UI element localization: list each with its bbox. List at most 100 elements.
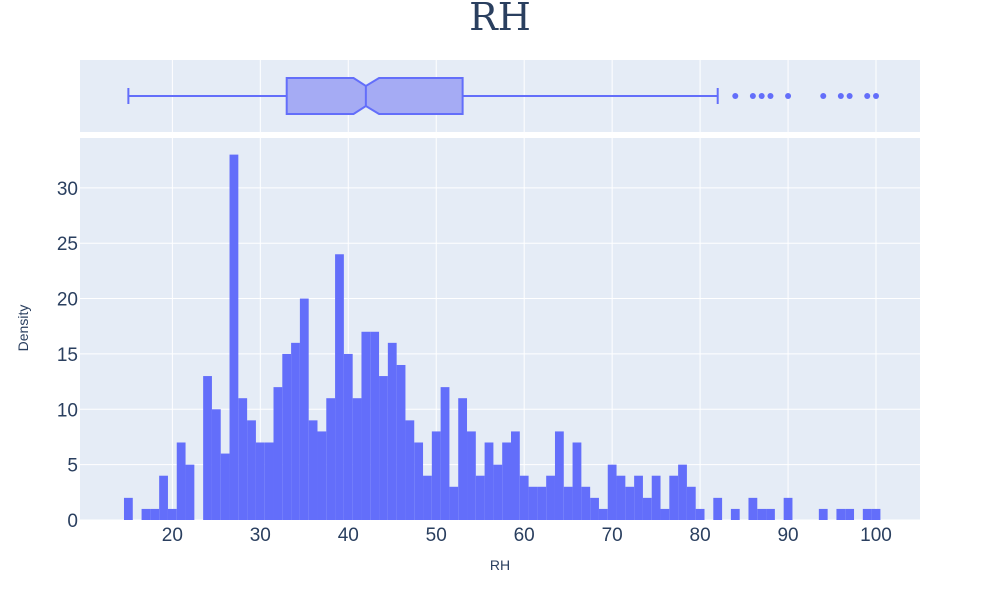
y-axis-title: Density <box>15 305 31 352</box>
histogram-bar <box>185 464 195 520</box>
histogram-bar <box>475 475 485 520</box>
y-tick-label: 10 <box>57 400 78 421</box>
histogram-bar <box>757 508 767 520</box>
histogram-bar <box>695 508 705 520</box>
histogram-bar <box>264 442 274 520</box>
histogram-bar <box>396 364 406 520</box>
x-tick-label: 90 <box>777 525 798 546</box>
histogram-bar <box>414 442 424 520</box>
y-tick-label: 5 <box>67 456 78 477</box>
histogram-panel: 20 30 40 50 60 70 80 90 100 0 5 10 15 20 25 30 <box>57 138 920 546</box>
histogram-bar <box>229 154 239 520</box>
histogram-bar <box>370 331 380 520</box>
histogram-bar <box>352 398 362 520</box>
histogram-bar <box>669 475 679 520</box>
histogram-bar <box>616 475 626 520</box>
histogram-bar <box>308 420 318 520</box>
outlier-point <box>846 93 853 99</box>
outlier-point <box>749 93 756 99</box>
histogram-bar <box>167 508 177 520</box>
histogram-bar <box>748 497 758 520</box>
outlier-point <box>732 93 739 99</box>
histogram-bar <box>282 353 292 520</box>
y-tick-label: 30 <box>57 179 78 200</box>
y-tick-label: 0 <box>67 511 78 532</box>
notched-box <box>285 77 464 115</box>
y-tick-label: 25 <box>57 234 78 255</box>
histogram-bar <box>150 508 160 520</box>
histogram-bar <box>387 342 397 520</box>
histogram-bar <box>449 486 459 520</box>
histogram-bar <box>493 464 503 520</box>
histogram-bar <box>431 431 441 520</box>
histogram-bar <box>484 442 494 520</box>
x-tick-label: 70 <box>602 525 623 546</box>
histogram-bar <box>783 497 793 520</box>
x-tick-label: 30 <box>250 525 271 546</box>
histogram-bar <box>598 508 608 520</box>
histogram-bar <box>678 464 687 520</box>
histogram-bar <box>176 442 186 520</box>
histogram-bar <box>660 508 670 520</box>
x-tick-label: 60 <box>514 525 535 546</box>
histogram-bar <box>730 508 740 520</box>
outlier-point <box>785 93 792 99</box>
histogram-bar <box>572 442 582 520</box>
x-axis-title: RH <box>490 557 510 573</box>
histogram-bar <box>458 398 468 520</box>
histogram-bar <box>203 376 212 520</box>
histogram-bar <box>862 508 872 520</box>
histogram-bar <box>291 342 300 520</box>
histogram-bar <box>423 475 432 520</box>
histogram-bar <box>651 475 661 520</box>
histogram-bar <box>238 398 248 520</box>
histogram-bar <box>317 431 327 520</box>
histogram-bar <box>405 420 415 520</box>
histogram-bar <box>273 387 283 520</box>
x-tick-label: 80 <box>690 525 711 546</box>
histogram-bar <box>766 508 775 520</box>
histogram-bar <box>211 409 221 520</box>
y-tick-label: 15 <box>57 345 78 366</box>
histogram-bar <box>634 475 643 520</box>
histogram-bar <box>528 486 538 520</box>
histogram-bar <box>141 508 151 520</box>
histogram-bar <box>510 431 520 520</box>
histogram-bar <box>343 353 353 520</box>
histogram-bar <box>554 431 564 520</box>
histogram-bar <box>123 497 133 520</box>
histogram-bar <box>299 298 309 520</box>
histogram-bar <box>590 497 599 520</box>
histogram-bar <box>537 486 547 520</box>
histogram-bar <box>467 431 476 520</box>
histogram-bar <box>642 497 652 520</box>
x-tick-label: 20 <box>162 525 183 546</box>
outlier-point <box>864 93 871 99</box>
histogram-bar <box>326 398 336 520</box>
outlier-point <box>767 93 774 99</box>
histogram-bar <box>519 475 529 520</box>
histogram-bar <box>686 486 696 520</box>
outlier-point <box>873 93 880 99</box>
histogram-bar <box>220 453 230 520</box>
histogram-bar <box>625 486 635 520</box>
x-tick-label: 100 <box>860 525 892 546</box>
outlier-point <box>837 93 844 99</box>
histogram-bar <box>379 376 388 520</box>
histogram-bar <box>247 420 256 520</box>
outlier-point <box>820 93 827 99</box>
histogram-bar <box>502 442 511 520</box>
histogram-bar <box>607 464 617 520</box>
histogram-bar <box>361 331 371 520</box>
chart-title: RH <box>469 0 531 39</box>
histogram-bar <box>836 508 846 520</box>
histogram-bar <box>546 475 555 520</box>
histogram-bar <box>871 508 881 520</box>
y-tick-label: 20 <box>57 290 78 311</box>
histogram-bar <box>440 387 450 520</box>
histogram-bar <box>335 254 344 520</box>
histogram-bar <box>818 508 828 520</box>
histogram-bar <box>581 486 591 520</box>
histogram-bar <box>159 475 168 520</box>
